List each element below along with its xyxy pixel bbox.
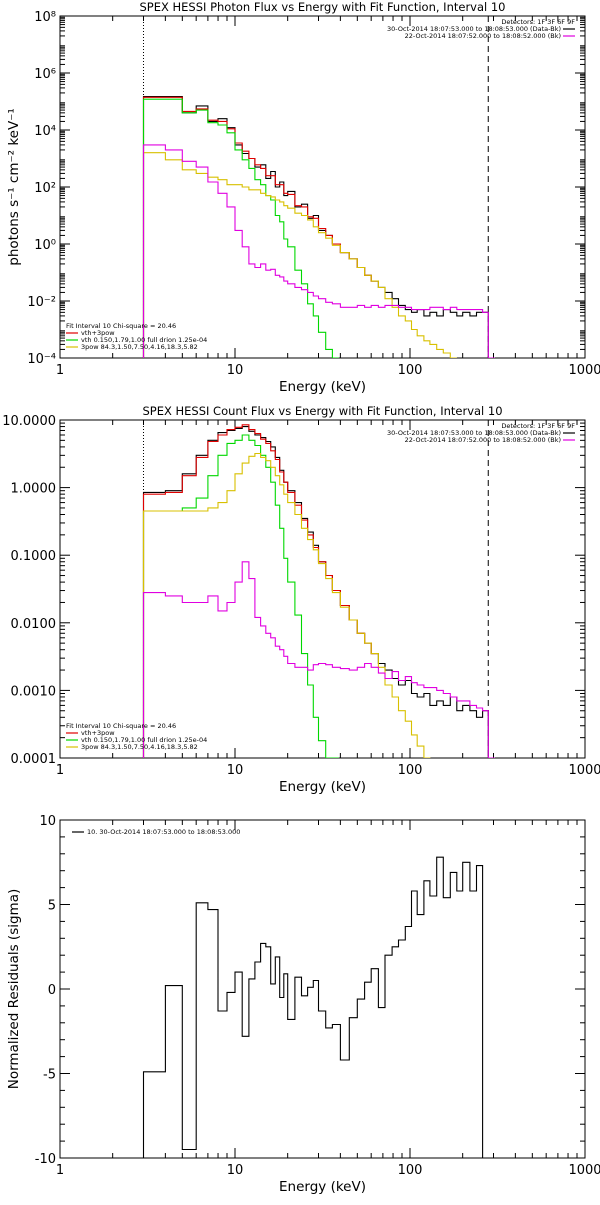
x-tick-label: 1000: [568, 363, 600, 378]
y-tick-label: 0.0100: [11, 617, 57, 632]
y-tick-label: 10²: [34, 181, 56, 196]
series-group: [142, 95, 495, 358]
legend-entry-label: 22-Oct-2014 18:07:52.000 to 18:08:52.000…: [405, 436, 561, 444]
y-tick-label: 1.0000: [11, 482, 57, 497]
x-tick-label: 10: [227, 1163, 244, 1178]
panel-1: SPEX HESSI Photon Flux vs Energy with Fi…: [6, 0, 600, 395]
y-tick-label: 5: [48, 899, 56, 914]
legend-entry-label: vth+3pow: [81, 329, 115, 337]
y-tick-label: 0.0001: [11, 752, 57, 767]
series-yellow: [142, 152, 457, 358]
y-tick-label: 10.0000: [2, 414, 56, 429]
y-tick-label: 10⁻⁴: [27, 352, 56, 367]
panel-3: 1 10 100 1000 Energy (keV) -10 -5 0 5 10 Normalize…: [6, 814, 600, 1195]
x-tick-label: 1: [56, 1163, 64, 1178]
y-axis-label: photons s⁻¹ cm⁻² keV⁻¹: [6, 108, 22, 266]
series-magenta: [142, 144, 495, 358]
x-tick-label: 1000: [568, 1163, 600, 1178]
x-tick-label: 10: [227, 763, 244, 778]
y-tick-label: 0.1000: [11, 549, 57, 564]
y-tick-label: 10⁸: [34, 10, 56, 25]
legend-entry-label: 10. 30-Oct-2014 18:07:53.000 to 18:08:53…: [87, 828, 240, 836]
legend-entry-label: 30-Oct-2014 18:07:53.000 to 18:08:53.000…: [387, 429, 561, 437]
legend-entry-label: 3pow 84.3,1.50,7.50,4.16,18.3,5.82: [81, 743, 198, 751]
legend-header: Fit Interval 10 Chi-square = 20.46: [66, 322, 176, 330]
x-tick-label: 10: [227, 363, 244, 378]
legend-header: Fit Interval 10 Chi-square = 20.46: [66, 722, 176, 730]
y-tick-label: 10⁴: [34, 124, 56, 139]
series-red: [142, 424, 378, 758]
series-black: [142, 856, 495, 1158]
legend-entry-label: vth+3pow: [81, 729, 115, 737]
x-axis-label: Energy (keV): [279, 379, 366, 395]
y-tick-label: 10⁶: [34, 67, 56, 82]
y-tick-label: 10⁻²: [27, 295, 56, 310]
x-tick-label: 1000: [568, 763, 600, 778]
y-tick-label: 10: [39, 814, 56, 829]
series-group: [142, 856, 495, 1158]
x-axis-label: Energy (keV): [279, 779, 366, 795]
series-group: [142, 424, 495, 758]
legend-header: Detectors: 1F 3F 6F 9F: [501, 18, 575, 26]
series-green: [142, 434, 339, 758]
panel-2: SPEX HESSI Count Flux vs Energy with Fit…: [2, 404, 600, 795]
plot-frame: [59, 15, 586, 359]
y-tick-label: 10⁰: [34, 238, 56, 253]
legend-entry-label: 22-Oct-2014 18:07:52.000 to 18:08:52.000…: [405, 32, 561, 40]
series-magenta: [142, 561, 495, 758]
plot-frame: [59, 819, 586, 1159]
y-tick-label: -10: [35, 1152, 56, 1167]
series-red: [142, 96, 378, 358]
y-tick-label: 0: [48, 983, 56, 998]
x-tick-label: 100: [398, 763, 423, 778]
series-black: [142, 95, 495, 358]
x-tick-label: 100: [398, 1163, 423, 1178]
legend-entry-label: vth 0.150,1.79,1.00 full drion 1.25e-04: [81, 336, 207, 344]
series-green: [142, 98, 339, 358]
series-black: [142, 426, 495, 758]
x-tick-label: 1: [56, 363, 64, 378]
legend-entry-label: 3pow 84.3,1.50,7.50,4.16,18.3,5.82: [81, 343, 198, 351]
legend-entry-label: 30-Oct-2014 18:07:53.000 to 18:08:53.000…: [387, 25, 561, 33]
legend-entry-label: vth 0.150,1.79,1.00 full drion 1.25e-04: [81, 736, 207, 744]
chart-title: SPEX HESSI Photon Flux vs Energy with Fi…: [139, 0, 505, 14]
y-tick-label: -5: [43, 1068, 56, 1083]
x-tick-label: 1: [56, 763, 64, 778]
series-yellow: [142, 452, 431, 758]
x-tick-label: 100: [398, 363, 423, 378]
legend-header: Detectors: 1F 3F 6F 9F: [501, 422, 575, 430]
y-tick-label: 0.0010: [11, 684, 57, 699]
plot-frame: [59, 419, 586, 759]
chart-title: SPEX HESSI Count Flux vs Energy with Fit…: [142, 404, 502, 418]
x-axis-label: Energy (keV): [279, 1179, 366, 1195]
y-axis-label: Normalized Residuals (sigma): [6, 889, 22, 1090]
